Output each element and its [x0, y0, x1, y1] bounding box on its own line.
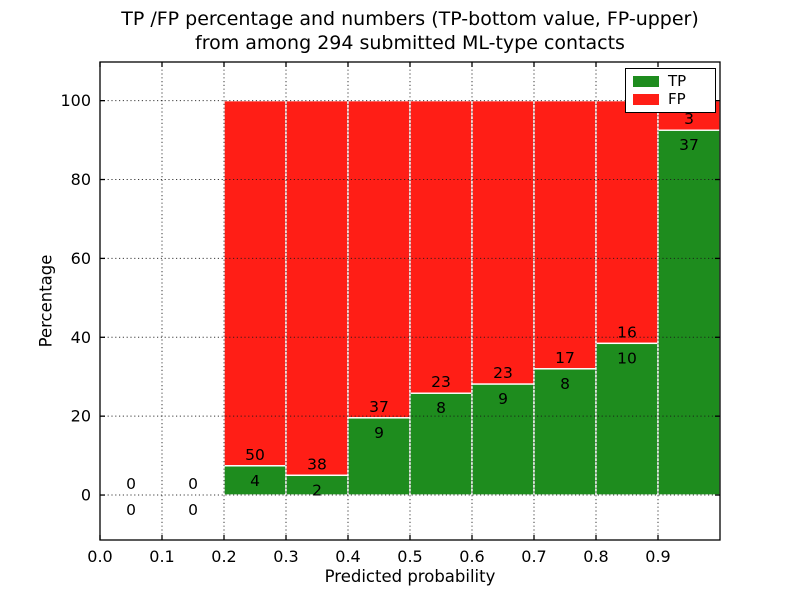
tp-count-label: 2 — [312, 481, 322, 499]
tp-bar-segment — [347, 417, 411, 496]
fp-swatch-icon — [633, 93, 659, 105]
legend: TP FP — [625, 68, 716, 113]
tp-count-label: 9 — [374, 424, 384, 442]
fp-count-label: 0 — [126, 475, 136, 493]
fp-count-label: 0 — [188, 475, 198, 493]
tp-bar-segment — [595, 342, 659, 496]
y-tick-label: 100 — [60, 91, 91, 110]
x-tick-label: 0.4 — [335, 547, 360, 566]
fp-count-label: 23 — [431, 373, 451, 391]
y-tick-label: 0 — [81, 486, 91, 505]
tp-count-label: 10 — [617, 349, 637, 367]
y-tick-label: 20 — [71, 407, 91, 426]
legend-label-tp: TP — [668, 72, 687, 91]
y-axis-label: Percentage — [36, 254, 56, 348]
fp-count-label: 38 — [307, 455, 327, 473]
chart-title-line1: TP /FP percentage and numbers (TP-bottom… — [121, 8, 699, 30]
fp-bar-segment — [533, 99, 597, 370]
legend-item-fp: FP — [633, 89, 708, 108]
fp-count-label: 3 — [684, 110, 694, 128]
x-tick-label: 0.7 — [521, 547, 546, 566]
tp-bar-segment — [657, 129, 721, 496]
tp-count-label: 37 — [679, 136, 699, 154]
tp-count-label: 0 — [188, 501, 198, 519]
x-tick-label: 0.2 — [211, 547, 236, 566]
x-axis-label: Predicted probability — [324, 567, 496, 586]
x-tick-label: 0.3 — [273, 547, 298, 566]
tp-bar-segment — [533, 368, 597, 496]
x-tick-label: 0.0 — [87, 547, 112, 566]
tp-count-label: 8 — [436, 399, 446, 417]
tp-count-label: 0 — [126, 501, 136, 519]
tp-count-label: 4 — [250, 472, 260, 490]
fp-bar-segment — [223, 99, 287, 467]
tp-swatch-icon — [633, 76, 659, 88]
chart-title-line2: from among 294 submitted ML-type contact… — [195, 32, 625, 54]
x-tick-label: 0.1 — [149, 547, 174, 566]
fp-count-label: 37 — [369, 398, 389, 416]
fp-bar-segment — [409, 99, 473, 394]
chart-title: TP /FP percentage and numbers (TP-bottom… — [100, 7, 720, 55]
fp-count-label: 50 — [245, 446, 265, 464]
x-tick-label: 0.6 — [459, 547, 484, 566]
fp-bar-segment — [285, 99, 349, 477]
tp-bar-segment — [409, 392, 473, 496]
x-tick-label: 0.5 — [397, 547, 422, 566]
x-tick-label: 0.8 — [583, 547, 608, 566]
fp-count-label: 16 — [617, 323, 637, 341]
tp-count-label: 8 — [560, 375, 570, 393]
tp-count-label: 9 — [498, 390, 508, 408]
legend-item-tp: TP — [633, 74, 708, 89]
legend-label-fp: FP — [668, 89, 686, 108]
axes-frame — [99, 61, 721, 541]
fp-bar-segment — [595, 99, 659, 345]
x-tick-label: 0.9 — [645, 547, 670, 566]
y-tick-label: 60 — [71, 249, 91, 268]
fp-count-label: 23 — [493, 364, 513, 382]
y-tick-label: 80 — [71, 170, 91, 189]
y-tick-label: 40 — [71, 328, 91, 347]
fp-bar-segment — [471, 99, 535, 385]
fp-count-label: 17 — [555, 349, 575, 367]
fp-bar-segment — [347, 99, 411, 419]
